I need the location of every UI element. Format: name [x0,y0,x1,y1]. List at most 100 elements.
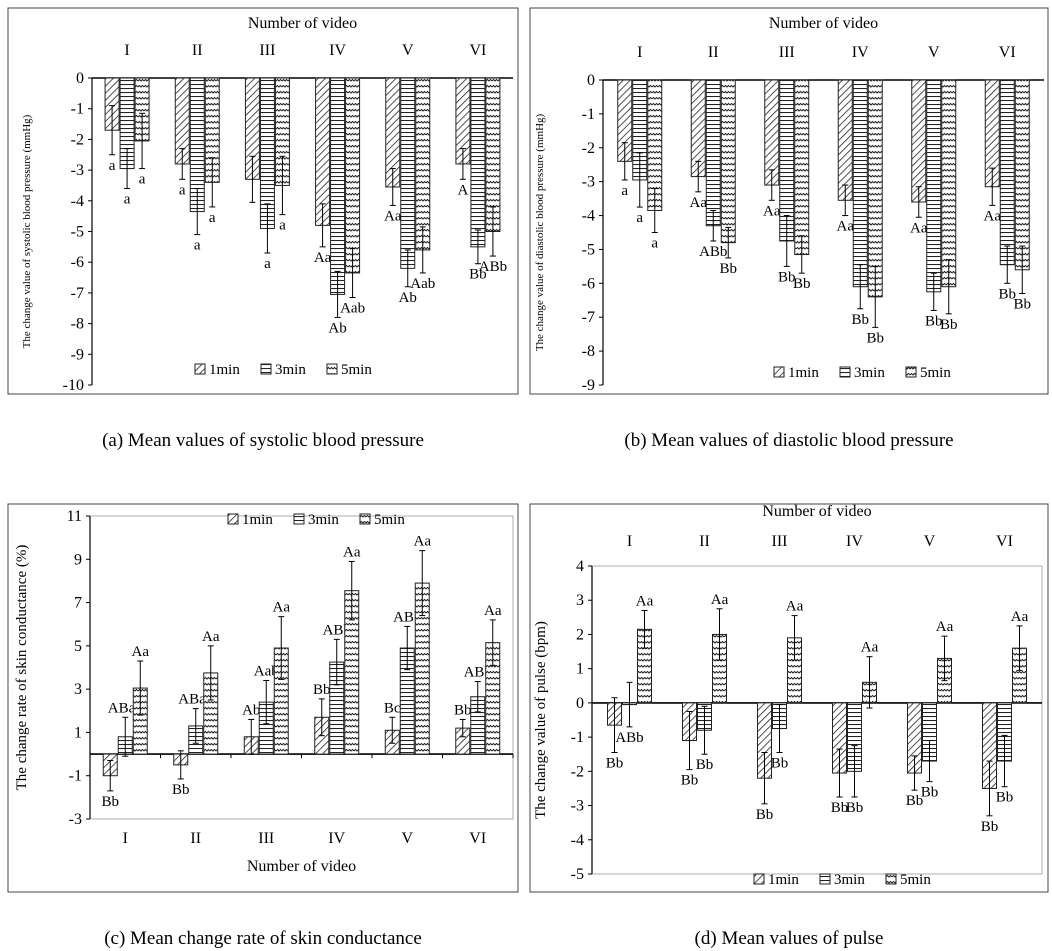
significance-label: Aab [254,663,279,679]
bar-5min [794,79,810,256]
y-tick-label: -1 [69,768,82,785]
chart-panel-diastolic: 0 -1 -2 -3 -4 -5 -6 -7 -8 -9 The change value of d… [526,0,1052,410]
category-label: II [192,42,203,59]
significance-label: ABb [393,609,421,625]
category-label: IV [846,533,863,550]
bar-3min [330,77,346,295]
y-tick-label: -9 [71,346,84,363]
significance-label: Bb [851,312,869,328]
significance-label: Aa [711,592,729,608]
legend: 1min 3min 5min [753,872,931,888]
y-tick-label: -3 [71,162,84,179]
significance-label: Aa [314,250,332,266]
legend-swatch-5min [905,366,917,378]
significance-label: Bb [454,702,472,718]
y-tick-label: -6 [71,254,84,271]
significance-label: Bb [313,682,331,698]
bar-5min [941,79,957,288]
y-tick-label: -9 [582,377,595,394]
category-label: V [401,830,413,847]
significance-label: Aa [132,644,150,660]
plot-area-border [591,565,1043,875]
legend-swatch-1min [773,366,785,378]
significance-label: Aa [484,603,502,619]
significance-label: Aa [384,208,402,224]
significance-label: Aa [414,534,432,550]
y-axis-label: The change value of pulse (bpm) [533,621,549,819]
bar-1min [315,77,331,226]
legend-label: 3min [308,512,339,528]
category-label: III [258,830,274,847]
y-tick-label: 1 [576,661,584,678]
significance-label: a [209,210,216,226]
y-tick-label: -10 [63,377,84,394]
category-label: V [928,44,940,61]
significance-label: Bb [925,313,943,329]
significance-label: ABb [464,665,492,681]
chart-panel-skin-conductance: -3 -1 1 3 5 7 9 11 The change rate of skin condu… [0,496,526,896]
category-label: IV [329,42,346,59]
bar-3min [926,79,942,293]
legend-label: 1min [242,512,273,528]
significance-label: Bb [846,800,864,816]
caption-pulse: (d) Mean values of pulse [694,928,884,949]
legend-swatch-1min [227,513,239,525]
category-label: I [124,42,129,59]
category-label: VI [996,533,1013,550]
y-axis-label: The change value of diastolic blood pres… [534,113,546,351]
significance-label: Bb [756,807,774,823]
significance-label: Bb [696,757,714,773]
legend-label: 3min [275,362,306,378]
bar-3min [705,79,721,227]
bar-3min [470,77,486,248]
legend-label: 1min [768,872,799,888]
y-tick-label: -4 [582,208,595,225]
y-tick-label: -3 [69,811,82,828]
legend-label: 5min [341,362,372,378]
category-label: VI [999,44,1016,61]
significance-label: Bb [681,773,699,789]
significance-label: Bb [998,286,1016,302]
bar-3min [999,79,1015,266]
category-label: VI [469,830,486,847]
y-tick-label: 1 [74,724,82,741]
legend-label: 5min [920,365,951,381]
significance-label: Aa [202,629,220,645]
y-tick-label: -5 [71,224,84,241]
significance-label: a [621,183,628,199]
legend-swatch-3min [293,513,305,525]
significance-label: ABb [479,259,507,275]
category-label: IV [328,830,345,847]
y-tick-label: 7 [74,595,82,612]
category-label: I [627,533,632,550]
significance-label: ABb [615,730,643,746]
significance-label: Bb [866,330,884,346]
significance-label: Bb [469,267,487,283]
chart-frame [7,7,519,395]
y-tick-label: -7 [71,285,84,302]
y-axis-label: The change value of systolic blood press… [21,114,33,348]
legend-label: 5min [374,512,405,528]
significance-label: Aa [690,195,708,211]
y-tick-label: -5 [571,866,584,883]
y-tick-label: -4 [571,832,584,849]
category-label: I [123,830,128,847]
y-tick-label: 9 [74,551,82,568]
significance-label: Aab [340,301,365,317]
bar-5min [867,79,883,298]
y-tick-label: -8 [582,343,595,360]
bar-3min [852,79,868,288]
legend-label: 1min [788,365,819,381]
caption-diastolic: (b) Mean values of diastolic blood press… [624,430,954,451]
significance-label: a [139,172,146,188]
significance-label: Aa [936,619,954,635]
category-label: I [637,44,642,61]
significance-label: Aa [343,544,361,560]
bar-5min [1014,79,1030,271]
y-tick-label: -3 [582,174,595,191]
caption-skin-conductance: (c) Mean change rate of skin conductance [104,928,422,949]
significance-label: Bb [831,800,849,816]
bar-1min [764,79,780,186]
significance-label: a [636,210,643,226]
significance-label: Bb [101,794,119,810]
